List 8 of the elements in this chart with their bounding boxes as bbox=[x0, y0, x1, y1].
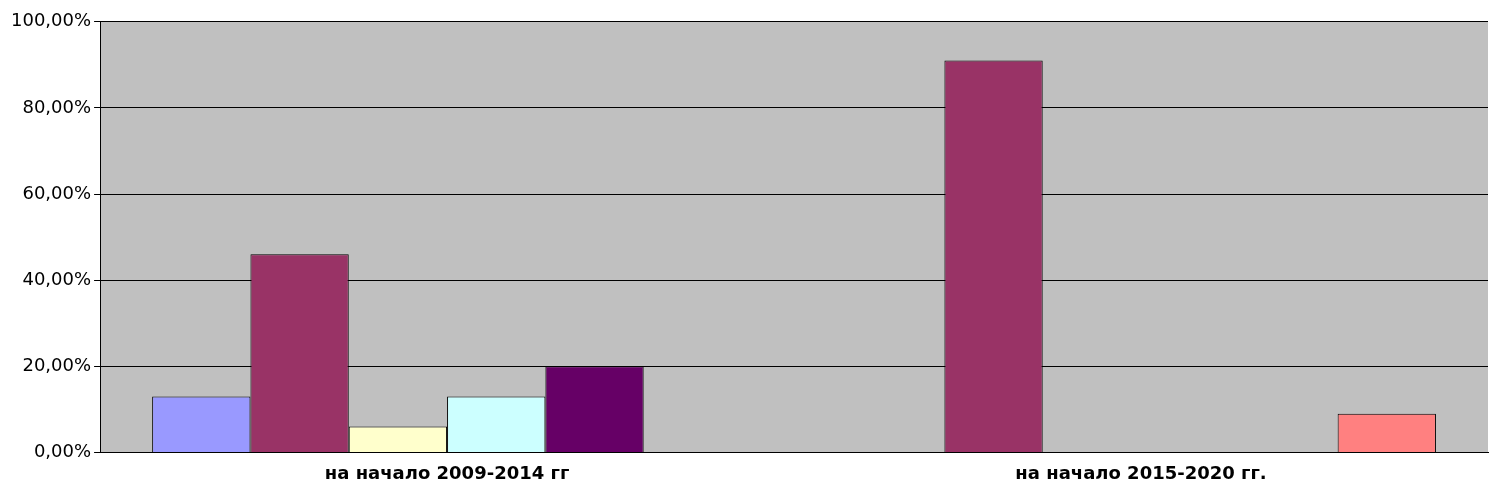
y-tick-label: 80,00% bbox=[22, 95, 92, 117]
y-tick-label: 0,00% bbox=[33, 440, 92, 462]
y-tick-label: 40,00% bbox=[22, 267, 92, 289]
y-tick-label: 60,00% bbox=[22, 181, 92, 203]
x-tick-label: на начало 2009-2014 гг bbox=[324, 461, 570, 483]
x-tick-label: на начало 2015-2020 гг. bbox=[1015, 461, 1267, 483]
y-tick-label: 20,00% bbox=[22, 353, 92, 375]
y-tick-label: 100,00% bbox=[10, 9, 92, 31]
